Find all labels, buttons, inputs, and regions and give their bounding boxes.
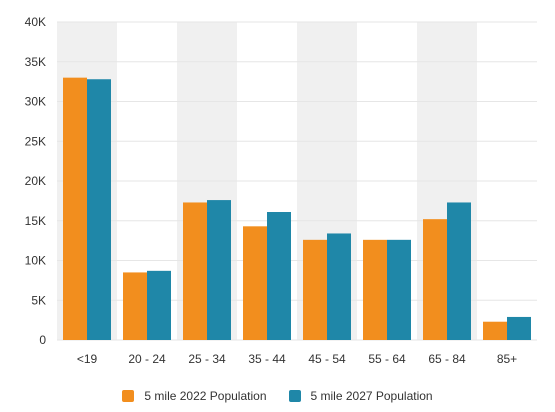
x-tick-label: 35 - 44 <box>248 352 286 366</box>
bar-2022 <box>243 226 267 340</box>
bar-2022 <box>483 321 507 340</box>
bar-2027 <box>87 79 111 341</box>
bar-2027 <box>507 316 531 340</box>
bar-2027 <box>387 239 411 340</box>
y-tick-label: 35K <box>25 55 46 69</box>
legend-item-2022[interactable]: 5 mile 2022 Population <box>122 389 267 403</box>
x-tick-label: <19 <box>77 352 98 366</box>
legend-item-2027[interactable]: 5 mile 2027 Population <box>288 389 433 403</box>
x-tick-label: 65 - 84 <box>428 352 466 366</box>
y-tick-label: 10K <box>25 254 46 268</box>
y-tick-label: 20K <box>25 174 46 188</box>
y-tick-label: 25K <box>25 134 46 148</box>
y-tick-label: 40K <box>25 15 46 29</box>
x-tick-label: 45 - 54 <box>308 352 346 366</box>
bar-2022 <box>123 272 147 340</box>
bar-chart: 0 5K 10K 15K 20K 25K 30K 35K 40K <19 20 - 24 25 - 3… <box>25 15 537 366</box>
y-tick-label: 30K <box>25 95 46 109</box>
x-tick-label: 25 - 34 <box>188 352 226 366</box>
bar-2027 <box>207 200 231 340</box>
bar-2022 <box>63 77 87 341</box>
bar-2027 <box>147 270 171 340</box>
bar-2027 <box>267 212 291 340</box>
bar-2027 <box>447 202 471 340</box>
y-tick-label: 15K <box>25 214 46 228</box>
x-tick-label: 55 - 64 <box>368 352 406 366</box>
x-tick-label: 85+ <box>497 352 517 366</box>
legend-label-2022: 5 mile 2022 Population <box>144 389 267 403</box>
y-tick-label: 5K <box>31 293 46 307</box>
x-tick-label: 20 - 24 <box>128 352 166 366</box>
bar-2022 <box>423 219 447 340</box>
bar-2027 <box>327 233 351 340</box>
bar-2022 <box>363 239 387 340</box>
bar-2022 <box>303 239 327 340</box>
legend-swatch-2022 <box>122 390 135 402</box>
bar-2022 <box>183 202 207 340</box>
legend-label-2027: 5 mile 2027 Population <box>310 389 433 403</box>
y-tick-label: 0 <box>39 333 46 347</box>
legend-swatch-2027 <box>288 390 301 402</box>
legend: 5 mile 2022 Population 5 mile 2027 Popul… <box>0 385 555 407</box>
